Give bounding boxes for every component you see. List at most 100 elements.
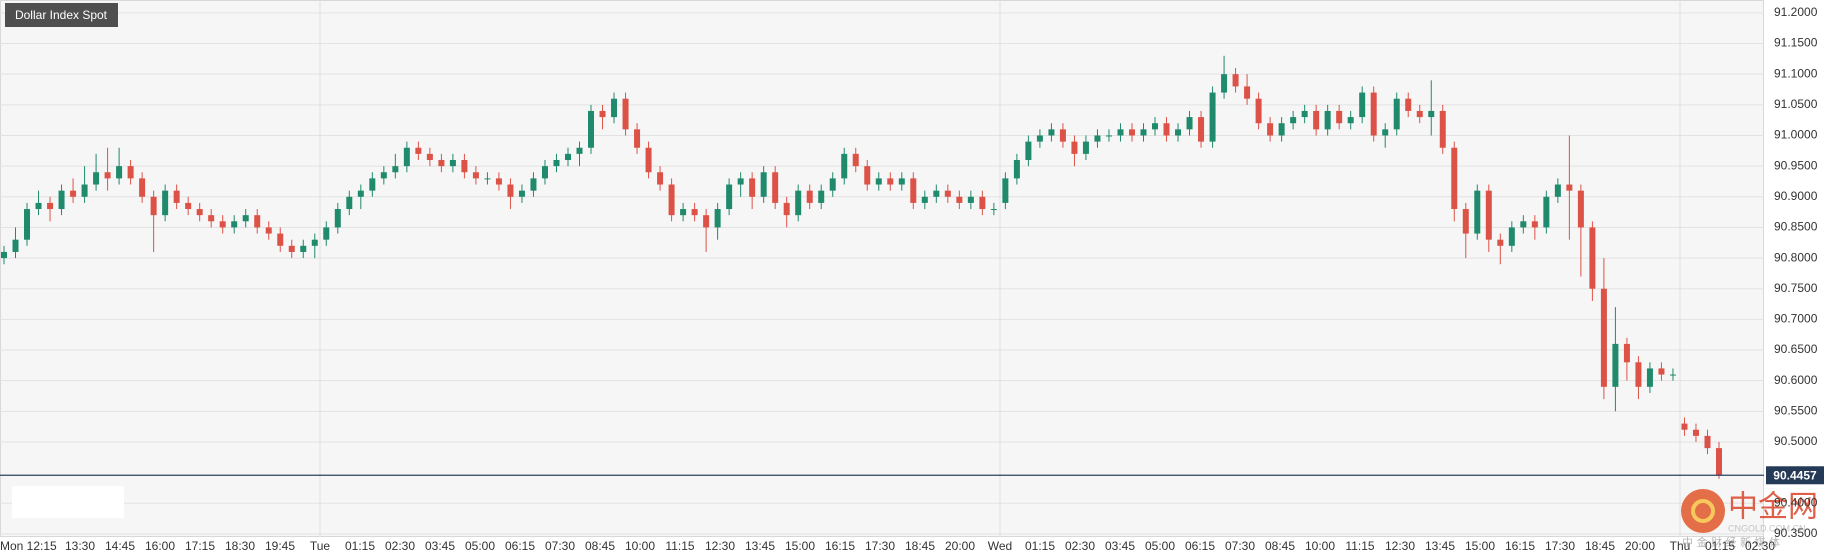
- x-tick-label: Tue: [310, 539, 331, 553]
- candle-body: [944, 190, 951, 197]
- candle-body: [1451, 147, 1458, 210]
- candle-body: [173, 190, 180, 203]
- candle-body: [1128, 129, 1135, 136]
- candle-body: [564, 153, 571, 160]
- x-tick-label: 15:00: [785, 539, 815, 553]
- candle-body: [1577, 190, 1584, 228]
- candle-body: [265, 227, 272, 234]
- candle-body: [311, 239, 318, 246]
- candle-body: [1175, 129, 1182, 136]
- candle-body: [507, 184, 514, 197]
- candle-body: [634, 129, 641, 148]
- x-tick-label: 01:15: [1705, 539, 1735, 553]
- x-tick-label: Wed: [988, 539, 1012, 553]
- candle-body: [668, 184, 675, 216]
- x-tick-label: 17:15: [185, 539, 215, 553]
- candle-body: [1359, 92, 1366, 118]
- y-tick-label: 91.2000: [1774, 5, 1818, 19]
- x-tick-label: 06:15: [1185, 539, 1215, 553]
- candle-body: [127, 166, 134, 179]
- candle-body: [1278, 123, 1285, 136]
- x-tick-label: 16:15: [1505, 539, 1535, 553]
- candle-body: [1462, 209, 1469, 234]
- title-box: [5, 3, 118, 27]
- watermark-domain: CNGOLD.COM.CN: [1728, 523, 1806, 533]
- y-tick-label: 91.0000: [1774, 128, 1818, 142]
- candle-body: [1002, 178, 1009, 203]
- last-price-label: 90.4457: [1773, 468, 1817, 482]
- x-tick-label: 20:00: [1625, 539, 1655, 553]
- candle-body: [910, 178, 917, 203]
- candle-body: [219, 221, 226, 228]
- watermark-logo-ring: [1691, 499, 1715, 523]
- candle-body: [1267, 123, 1274, 136]
- candle-body: [864, 166, 871, 185]
- candle-body: [357, 190, 364, 197]
- x-tick-label: 08:45: [585, 539, 615, 553]
- x-tick-label: 06:15: [505, 539, 535, 553]
- candle-body: [875, 178, 882, 185]
- x-tick-label: 12:30: [1385, 539, 1415, 553]
- candle-body: [1646, 368, 1653, 387]
- candle-body: [58, 190, 65, 210]
- candle-body: [921, 196, 928, 203]
- y-tick-label: 91.0500: [1774, 97, 1818, 111]
- candle-body: [70, 190, 77, 197]
- candle-body: [231, 221, 238, 228]
- candle-body: [139, 178, 146, 197]
- candle-body: [749, 178, 756, 197]
- x-tick-label: 20:00: [945, 539, 975, 553]
- y-tick-label: 91.1500: [1774, 36, 1818, 50]
- candle-body: [1554, 184, 1561, 197]
- candle-body: [1669, 374, 1676, 376]
- x-tick-label: 14:45: [105, 539, 135, 553]
- candle-body: [1347, 117, 1354, 124]
- candle-body: [1059, 129, 1066, 142]
- x-tick-label: 08:45: [1265, 539, 1295, 553]
- x-tick-label: 18:45: [1585, 539, 1615, 553]
- candle-body: [369, 178, 376, 191]
- candle-body: [24, 209, 31, 240]
- candle-body: [1520, 221, 1527, 228]
- candle-body: [1152, 123, 1159, 130]
- candle-body: [680, 209, 687, 216]
- candle-body: [1681, 423, 1688, 430]
- x-tick-label: 13:30: [65, 539, 95, 553]
- candle-body: [392, 166, 399, 173]
- candle-body: [530, 178, 537, 191]
- candle-body: [1, 251, 7, 259]
- candle-body: [967, 196, 974, 203]
- candle-body: [1036, 135, 1043, 142]
- candle-body: [438, 159, 445, 167]
- candle-body: [576, 147, 583, 154]
- candle-body: [150, 196, 157, 216]
- x-tick-label: 10:00: [625, 539, 655, 553]
- chart-title: Dollar Index Spot: [15, 8, 108, 22]
- candle-body: [35, 202, 42, 210]
- x-tick-label: 02:30: [1065, 539, 1095, 553]
- x-tick-label: 07:30: [1225, 539, 1255, 553]
- x-tick-label: 03:45: [1105, 539, 1135, 553]
- candle-body: [1094, 135, 1101, 142]
- candle-body: [611, 98, 618, 118]
- candle-body: [426, 153, 433, 160]
- candle-body: [588, 110, 595, 148]
- candle-body: [1336, 110, 1343, 124]
- candle-body: [1658, 368, 1665, 375]
- x-tick-label: 07:30: [545, 539, 575, 553]
- candle-body: [1393, 98, 1400, 130]
- candle-body: [380, 172, 387, 179]
- x-tick-label: 05:00: [1145, 539, 1175, 553]
- candle-body: [162, 190, 169, 216]
- candle-body: [657, 172, 664, 185]
- candle-body: [81, 184, 88, 197]
- x-tick-label: 03:45: [425, 539, 455, 553]
- candle-body: [795, 190, 802, 216]
- x-tick-label: Thu: [1670, 539, 1691, 553]
- x-tick-label: 19:45: [265, 539, 295, 553]
- candle-body: [1692, 429, 1699, 436]
- x-tick-label: 18:30: [225, 539, 255, 553]
- candle-body: [1255, 98, 1262, 124]
- candle-body: [691, 209, 698, 216]
